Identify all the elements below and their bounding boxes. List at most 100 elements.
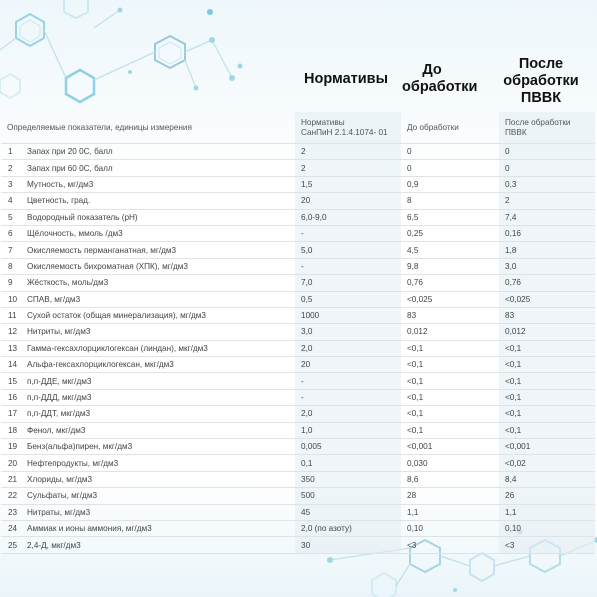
- table-row: 9 Жёсткость, моль/дм3 7,0 0,76 0,76: [1, 274, 596, 292]
- row-before-value: 0,10: [401, 520, 500, 538]
- table-row: 17 п,п-ДДТ, мкг/дм3 2,0 <0,1 <0,1: [1, 405, 596, 423]
- row-before-value: 1,1: [401, 504, 500, 521]
- row-indicator-name: Окисляемость перманганатная, мг/дм3: [21, 241, 296, 259]
- row-norm-value: 1000: [295, 307, 402, 325]
- row-after-value: 1,1: [499, 504, 596, 521]
- table-row: 11 Сухой остаток (общая минерализация), м…: [1, 307, 596, 325]
- row-number: 3: [1, 176, 21, 194]
- row-number: 16: [1, 389, 21, 407]
- table-row: 19 Бенз(альфа)пирен, мкг/дм3 0,005 <0,001 <0…: [1, 438, 596, 456]
- row-norm-value: 350: [295, 471, 402, 489]
- row-before-value: 0,25: [401, 225, 500, 243]
- row-after-value: 0,3: [499, 176, 596, 194]
- table-row: 18 Фенол, мкг/дм3 1,0 <0,1 <0,1: [1, 422, 596, 440]
- row-before-value: 0,012: [401, 323, 500, 341]
- row-before-value: <0,1: [401, 372, 500, 390]
- table-row: 5 Водородный показатель (рН) 6,0-9,0 6,5 7,4: [1, 209, 596, 226]
- row-indicator-name: п,п-ДДЕ, мкг/дм3: [21, 372, 296, 390]
- row-before-value: <0,1: [401, 389, 500, 407]
- row-indicator-name: Запах при 60 0С, балл: [21, 159, 296, 177]
- row-number: 23: [1, 504, 21, 521]
- table-row: 23 Нитраты, мг/дм3 45 1,1 1,1: [1, 504, 596, 521]
- row-norm-value: 0,1: [295, 454, 402, 472]
- row-norm-value: 5,0: [295, 241, 402, 259]
- row-number: 24: [1, 520, 21, 538]
- row-after-value: 0,16: [499, 225, 596, 243]
- row-before-value: <3: [401, 536, 500, 554]
- row-after-value: <0,1: [499, 422, 596, 440]
- water-analysis-table: Определяемые показатели, единицы измерен…: [1, 112, 596, 554]
- header-after: После обработки ПВВК: [499, 112, 596, 144]
- row-indicator-name: Нефтепродукты, мг/дм3: [21, 454, 296, 472]
- row-indicator-name: Сульфаты, мг/дм3: [21, 487, 296, 505]
- row-indicator-name: Цветность, град.: [21, 192, 296, 210]
- row-after-value: <0,1: [499, 340, 596, 358]
- row-before-value: 0: [401, 159, 500, 177]
- row-before-value: 6,5: [401, 209, 500, 226]
- row-indicator-name: Аммиак и ионы аммония, мг/дм3: [21, 520, 296, 538]
- row-norm-value: 3,0: [295, 323, 402, 341]
- row-before-value: 0: [401, 143, 500, 161]
- row-number: 17: [1, 405, 21, 423]
- row-norm-value: 500: [295, 487, 402, 505]
- column-heading-before: До обработки: [402, 62, 478, 95]
- row-norm-value: 30: [295, 536, 402, 554]
- row-indicator-name: Нитриты, мг/дм3: [21, 323, 296, 341]
- table-row: 14 Альфа-гексахлорциклогексан, мкг/дм3 20 <…: [1, 356, 596, 374]
- row-norm-value: 7,0: [295, 274, 402, 292]
- table-row: 25 2,4-Д, мкг/дм3 30 <3 <3: [1, 536, 596, 554]
- row-indicator-name: Окисляемость бихроматная (ХПК), мг/дм3: [21, 258, 296, 276]
- row-norm-value: 2,0: [295, 405, 402, 423]
- row-indicator-name: п,п-ДДД, мкг/дм3: [21, 389, 296, 407]
- row-before-value: <0,1: [401, 405, 500, 423]
- row-after-value: 0,012: [499, 323, 596, 341]
- row-number: 19: [1, 438, 21, 456]
- row-after-value: 26: [499, 487, 596, 505]
- row-before-value: 4,5: [401, 241, 500, 259]
- row-after-value: <0,1: [499, 372, 596, 390]
- row-norm-value: 2: [295, 143, 402, 161]
- row-after-value: 8,4: [499, 471, 596, 489]
- row-after-value: 0: [499, 143, 596, 161]
- row-indicator-name: Нитраты, мг/дм3: [21, 504, 296, 521]
- row-norm-value: 45: [295, 504, 402, 521]
- row-norm-value: 0,5: [295, 291, 402, 308]
- table-row: 7 Окисляемость перманганатная, мг/дм3 5,0 4…: [1, 241, 596, 259]
- row-after-value: 2: [499, 192, 596, 210]
- row-norm-value: -: [295, 225, 402, 243]
- row-number: 7: [1, 241, 21, 259]
- header-indicator: Определяемые показатели, единицы измерен…: [1, 112, 296, 144]
- row-after-value: <0,025: [499, 291, 596, 308]
- header-before: До обработки: [401, 112, 500, 144]
- row-number: 6: [1, 225, 21, 243]
- row-norm-value: 2,0: [295, 340, 402, 358]
- row-before-value: 0,030: [401, 454, 500, 472]
- table-row: 20 Нефтепродукты, мг/дм3 0,1 0,030 <0,02: [1, 454, 596, 472]
- table-row: 15 п,п-ДДЕ, мкг/дм3- <0,1 <0,1: [1, 372, 596, 390]
- row-indicator-name: Запах при 20 0С, балл: [21, 143, 296, 161]
- row-before-value: 9,8: [401, 258, 500, 276]
- row-norm-value: 20: [295, 192, 402, 210]
- row-before-value: <0,1: [401, 356, 500, 374]
- table-header-row: Определяемые показатели, единицы измерен…: [1, 112, 596, 144]
- row-before-value: <0,1: [401, 340, 500, 358]
- row-norm-value: -: [295, 372, 402, 390]
- row-after-value: <0,001: [499, 438, 596, 456]
- row-number: 13: [1, 340, 21, 358]
- row-indicator-name: Бенз(альфа)пирен, мкг/дм3: [21, 438, 296, 456]
- row-indicator-name: Сухой остаток (общая минерализация), мг/…: [21, 307, 296, 325]
- table-row: 10 СПАВ, мг/дм3 0,5 <0,025 <0,025: [1, 291, 596, 308]
- row-indicator-name: Щёлочность, ммоль /дм3: [21, 225, 296, 243]
- row-before-value: 83: [401, 307, 500, 325]
- row-before-value: 0,76: [401, 274, 500, 292]
- row-norm-value: 2: [295, 159, 402, 177]
- row-number: 25: [1, 536, 21, 554]
- column-heading-norms: Нормативы: [304, 71, 388, 87]
- row-after-value: <0,1: [499, 356, 596, 374]
- row-before-value: 8,6: [401, 471, 500, 489]
- column-heading-after: После обработки ПВВК: [503, 56, 579, 106]
- table-row: 3 Мутность, мг/дм3 1,5 0,9 0,3: [1, 176, 596, 194]
- table-row: 13 Гамма-гексахлорциклогексан (линдан), м…: [1, 340, 596, 358]
- row-norm-value: 1,5: [295, 176, 402, 194]
- table-row: 16 п,п-ДДД, мкг/дм3- <0,1 <0,1: [1, 389, 596, 407]
